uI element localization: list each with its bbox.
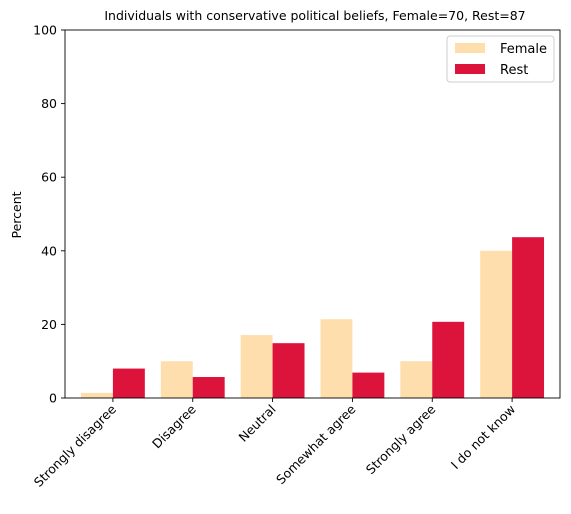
x-tick-label: Strongly agree [363, 401, 439, 477]
plot-area: 0 20 40 60 80 100 Strongly disagree Disagree Neu… [31, 23, 561, 490]
y-axis-label: Percent [9, 191, 24, 238]
bar-female-1 [160, 361, 193, 398]
x-tick-label: Disagree [149, 401, 199, 451]
bar-rest-5 [512, 237, 545, 398]
legend: Female Rest [446, 35, 555, 83]
bar-rest-2 [272, 343, 305, 398]
bar-female-0 [80, 392, 113, 398]
x-tick-label: Neutral [235, 402, 278, 445]
y-tick-label: 40 [41, 243, 57, 258]
bar-female-3 [320, 319, 353, 398]
legend-swatch-rest [455, 64, 485, 74]
plot-frame [64, 29, 561, 399]
x-tick-label: Strongly disagree [31, 401, 119, 489]
legend-label-female: Female [500, 42, 547, 57]
bar-female-4 [400, 361, 433, 398]
bar-rest-3 [352, 372, 385, 398]
legend-swatch-female [455, 43, 485, 53]
y-tick-label: 100 [33, 23, 57, 38]
legend-label-rest: Rest [500, 63, 528, 78]
bar-female-5 [480, 250, 513, 398]
x-tick-label: I do not know [448, 402, 519, 473]
y-tick-label: 0 [49, 391, 57, 406]
y-tick-label: 80 [41, 96, 57, 111]
bar-rest-4 [432, 321, 465, 398]
bar-female-2 [240, 335, 273, 398]
y-tick-label: 60 [41, 170, 57, 185]
x-tick-label: Somewhat agree [273, 401, 359, 487]
bar-rest-1 [192, 377, 225, 398]
bar-rest-0 [112, 368, 145, 398]
chart-title: Individuals with conservative political … [104, 8, 525, 23]
y-tick-label: 20 [41, 317, 57, 332]
